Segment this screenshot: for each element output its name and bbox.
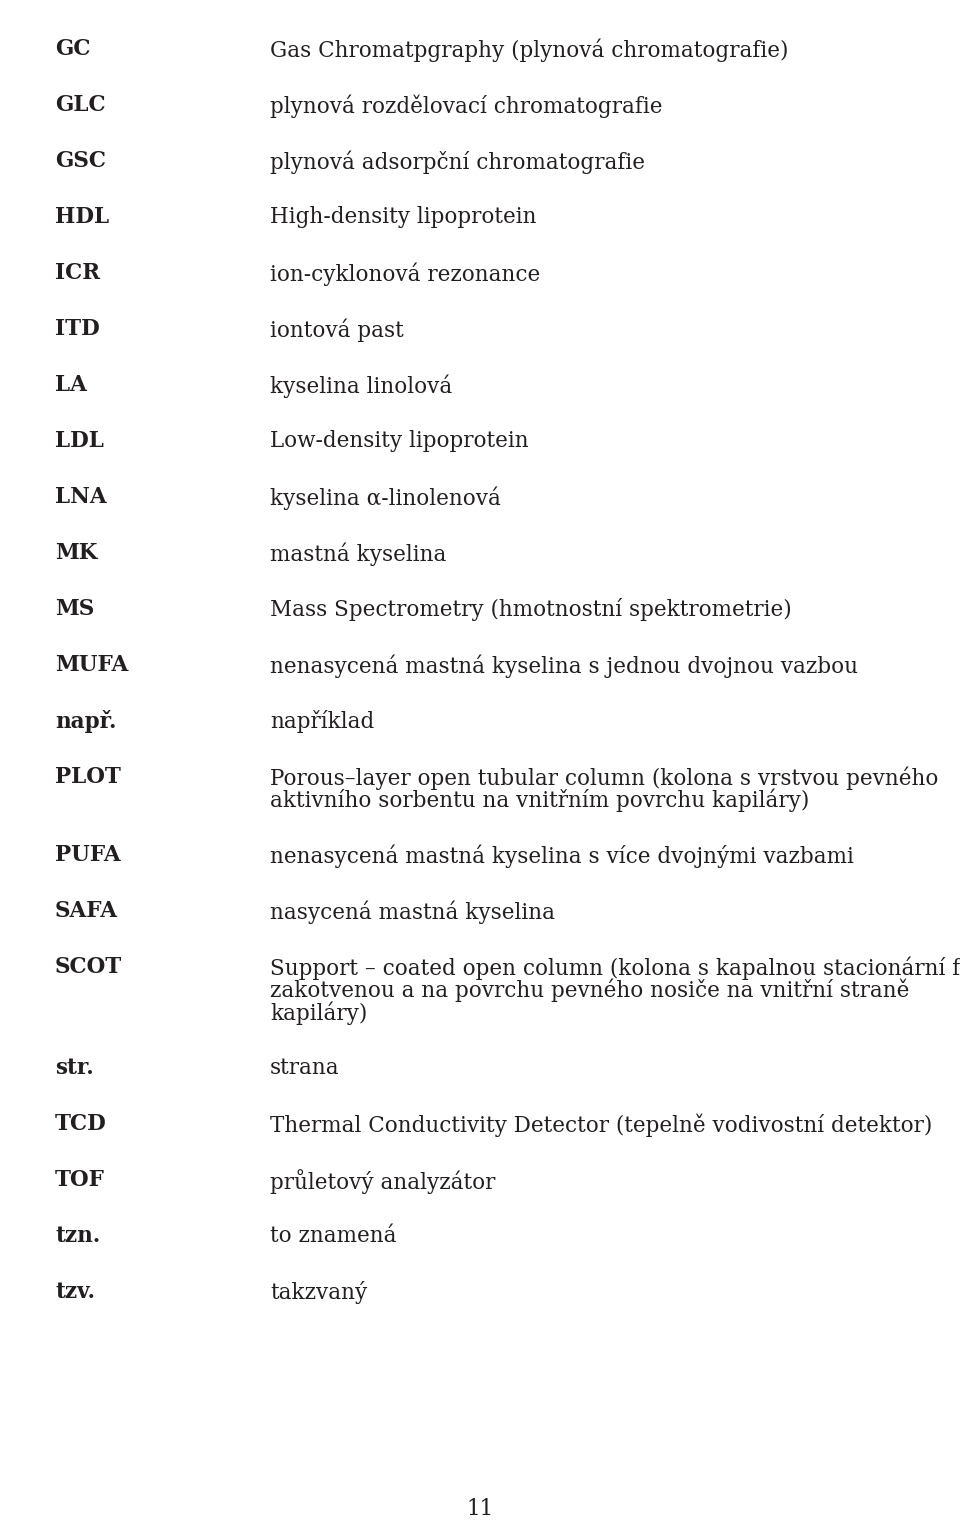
- Text: TOF: TOF: [55, 1170, 105, 1191]
- Text: strana: strana: [270, 1058, 340, 1079]
- Text: SAFA: SAFA: [55, 901, 118, 923]
- Text: aktivního sorbentu na vnitřním povrchu kapiláry): aktivního sorbentu na vnitřním povrchu k…: [270, 789, 809, 812]
- Text: MS: MS: [55, 599, 94, 620]
- Text: str.: str.: [55, 1058, 94, 1079]
- Text: GSC: GSC: [55, 150, 106, 172]
- Text: to znamená: to znamená: [270, 1225, 396, 1248]
- Text: takzvaný: takzvaný: [270, 1282, 368, 1305]
- Text: HDL: HDL: [55, 206, 109, 229]
- Text: LA: LA: [55, 375, 86, 396]
- Text: MK: MK: [55, 542, 98, 563]
- Text: Low-density lipoprotein: Low-density lipoprotein: [270, 430, 529, 451]
- Text: Gas Chromatpgraphy (plynová chromatografie): Gas Chromatpgraphy (plynová chromatograf…: [270, 38, 788, 61]
- Text: tzn.: tzn.: [55, 1225, 100, 1248]
- Text: ion-cyklonová rezonance: ion-cyklonová rezonance: [270, 262, 540, 286]
- Text: TCD: TCD: [55, 1113, 107, 1136]
- Text: GC: GC: [55, 38, 90, 60]
- Text: nenasycená mastná kyselina s více dvojnými vazbami: nenasycená mastná kyselina s více dvojný…: [270, 844, 853, 867]
- Text: například: například: [270, 711, 374, 734]
- Text: tzv.: tzv.: [55, 1282, 95, 1303]
- Text: nasycená mastná kyselina: nasycená mastná kyselina: [270, 901, 555, 924]
- Text: Porous–layer open tubular column (kolona s vrstvou pevného: Porous–layer open tubular column (kolona…: [270, 766, 938, 789]
- Text: nenasycená mastná kyselina s jednou dvojnou vazbou: nenasycená mastná kyselina s jednou dvoj…: [270, 654, 858, 677]
- Text: SCOT: SCOT: [55, 956, 122, 978]
- Text: mastná kyselina: mastná kyselina: [270, 542, 446, 565]
- Text: LNA: LNA: [55, 487, 107, 508]
- Text: průletový analyzátor: průletový analyzátor: [270, 1170, 495, 1194]
- Text: kyselina linolová: kyselina linolová: [270, 375, 452, 398]
- Text: PUFA: PUFA: [55, 844, 121, 866]
- Text: GLC: GLC: [55, 94, 106, 117]
- Text: kyselina α-linolenová: kyselina α-linolenová: [270, 487, 501, 510]
- Text: Support – coated open column (kolona s kapalnou stacionární fází: Support – coated open column (kolona s k…: [270, 956, 960, 979]
- Text: kapiláry): kapiláry): [270, 1001, 368, 1025]
- Text: ITD: ITD: [55, 318, 100, 339]
- Text: např.: např.: [55, 711, 116, 734]
- Text: iontová past: iontová past: [270, 318, 404, 341]
- Text: LDL: LDL: [55, 430, 104, 451]
- Text: plynová rozdělovací chromatografie: plynová rozdělovací chromatografie: [270, 94, 662, 118]
- Text: plynová adsorpční chromatografie: plynová adsorpční chromatografie: [270, 150, 645, 173]
- Text: 11: 11: [467, 1498, 493, 1520]
- Text: zakotvenou a na povrchu pevného nosiče na vnitřní straně: zakotvenou a na povrchu pevného nosiče n…: [270, 979, 909, 1002]
- Text: High-density lipoprotein: High-density lipoprotein: [270, 206, 537, 229]
- Text: Thermal Conductivity Detector (tepelně vodivostní detektor): Thermal Conductivity Detector (tepelně v…: [270, 1113, 932, 1137]
- Text: MUFA: MUFA: [55, 654, 129, 675]
- Text: ICR: ICR: [55, 262, 100, 284]
- Text: Mass Spectrometry (hmotnostní spektrometrie): Mass Spectrometry (hmotnostní spektromet…: [270, 599, 792, 622]
- Text: PLOT: PLOT: [55, 766, 121, 787]
